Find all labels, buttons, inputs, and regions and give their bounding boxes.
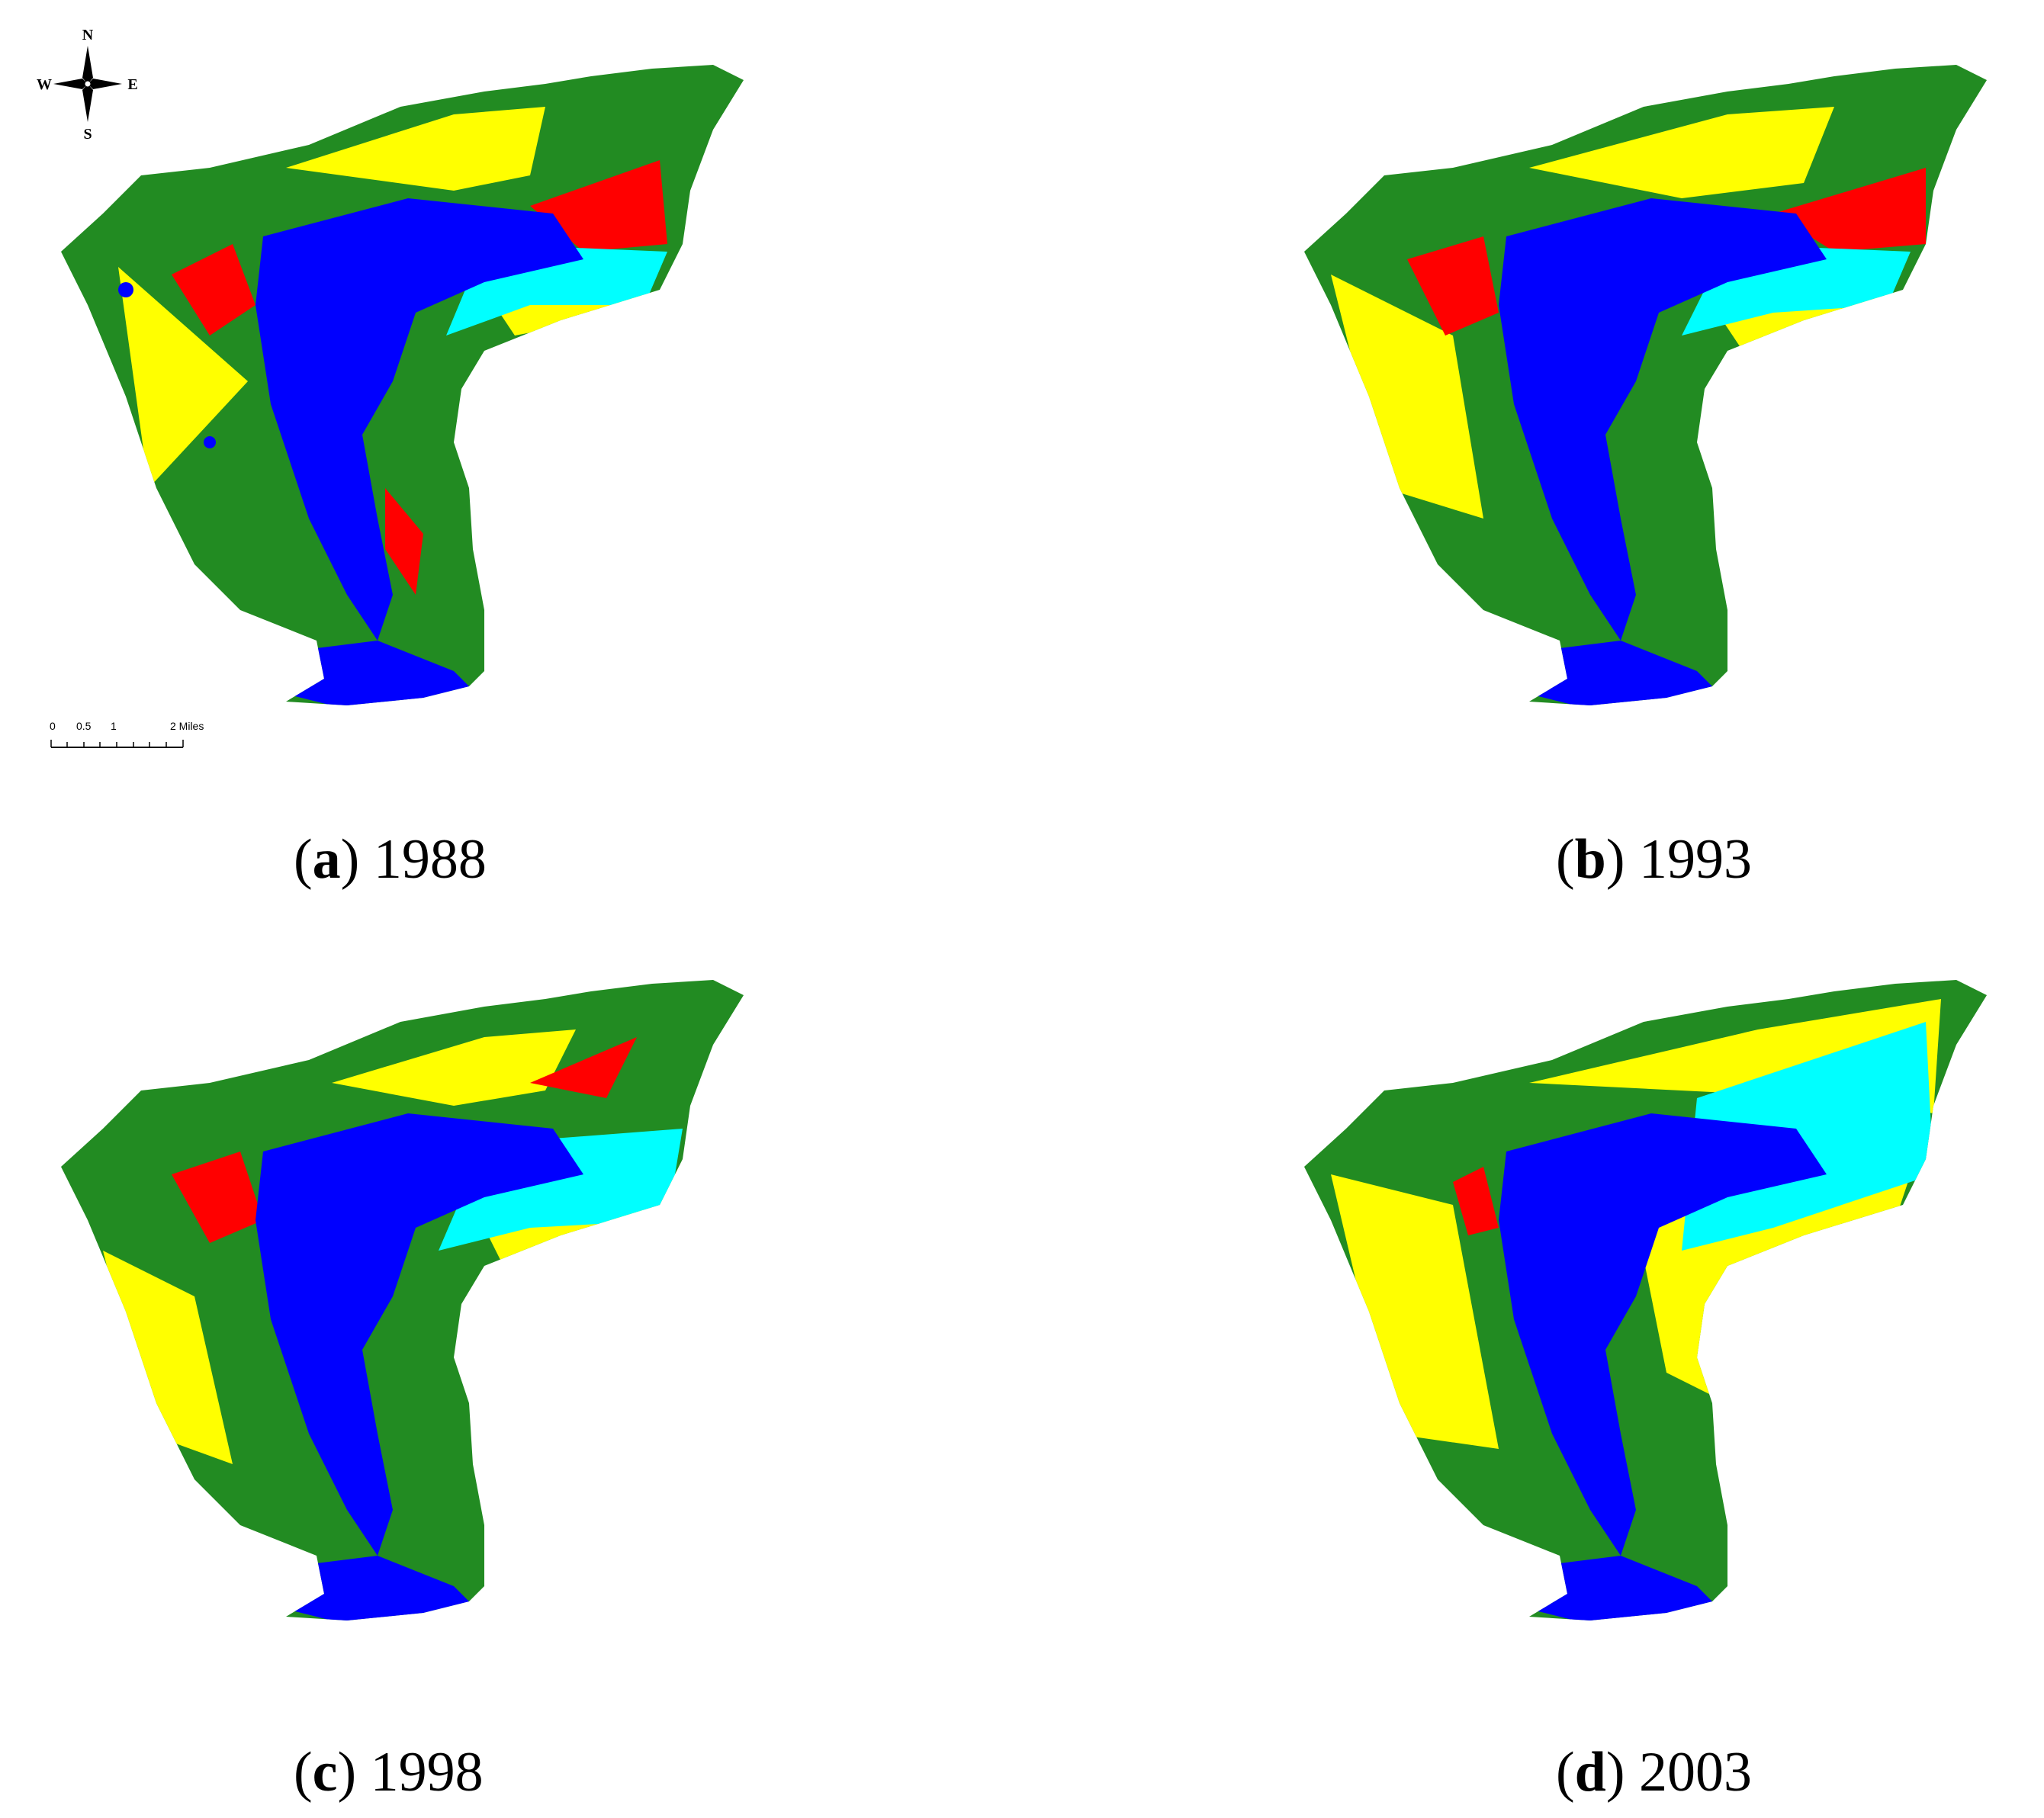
caption-year: 1998 — [370, 1741, 484, 1804]
map-panel-1988 — [57, 61, 820, 763]
map-panel-1998 — [57, 976, 820, 1678]
compass-s: S — [83, 126, 92, 143]
land-cover-map-1998 — [61, 980, 744, 1620]
scale-tick-1: 1 — [111, 720, 117, 732]
caption-letter: d — [1574, 1741, 1606, 1804]
caption-1993: (b) 1993 — [1556, 828, 1752, 891]
scale-tick-0: 0 — [50, 720, 56, 732]
caption-letter: c — [312, 1741, 338, 1804]
map-panel-1993 — [1300, 61, 2044, 763]
caption-1998: (c) 1998 — [294, 1741, 484, 1804]
land-cover-map-2003 — [1304, 980, 1987, 1620]
land-cover-map-1993 — [1304, 65, 1987, 705]
caption-year: 1988 — [373, 828, 487, 891]
caption-letter: a — [312, 828, 341, 891]
north-arrow-icon: N S W E — [37, 27, 138, 143]
caption-year: 2003 — [1638, 1741, 1752, 1804]
compass-w: W — [37, 76, 52, 93]
caption-year: 1993 — [1638, 828, 1752, 891]
map-panel-2003 — [1300, 976, 2044, 1678]
scale-bar: 0 0.5 1 2 Miles — [50, 720, 204, 748]
caption-letter: b — [1574, 828, 1606, 891]
scale-tick-2: 2 Miles — [170, 720, 204, 732]
caption-1988: (a) 1988 — [294, 828, 487, 891]
scale-tick-05: 0.5 — [76, 720, 92, 732]
land-cover-map-1988 — [61, 65, 744, 705]
compass-e: E — [127, 76, 137, 93]
caption-2003: (d) 2003 — [1556, 1741, 1752, 1804]
compass-n: N — [82, 27, 94, 43]
